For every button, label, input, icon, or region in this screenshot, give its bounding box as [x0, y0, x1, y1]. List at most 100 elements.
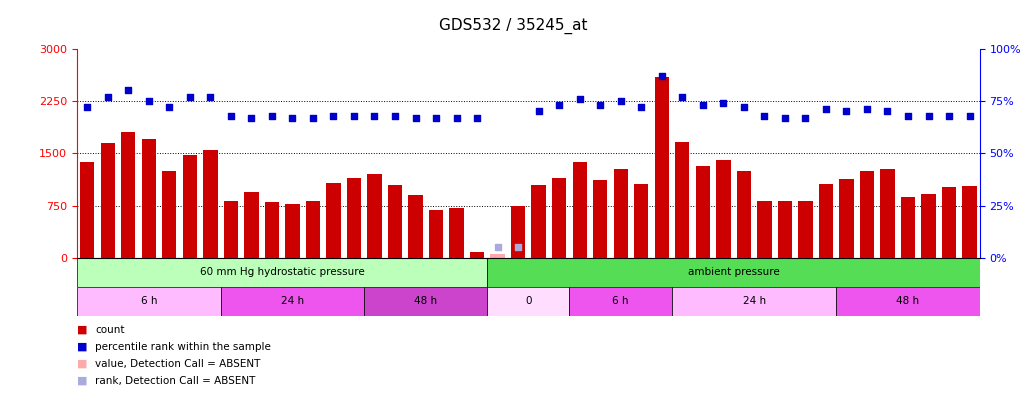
Bar	[162, 171, 176, 258]
Point	[387, 112, 403, 119]
Bar	[285, 203, 300, 258]
Point	[346, 112, 362, 119]
Point	[366, 112, 383, 119]
Bar	[367, 174, 382, 258]
Text: value, Detection Call = ABSENT: value, Detection Call = ABSENT	[95, 359, 261, 369]
Point	[961, 112, 978, 119]
Text: GDS532 / 35245_at: GDS532 / 35245_at	[439, 18, 587, 34]
Point	[777, 115, 793, 121]
Point	[407, 115, 424, 121]
Text: 0: 0	[525, 296, 531, 307]
Bar	[860, 171, 874, 258]
Bar	[675, 142, 689, 258]
Bar	[364, 287, 487, 316]
Bar	[77, 258, 487, 287]
Bar	[696, 166, 710, 258]
Text: 60 mm Hg hydrostatic pressure: 60 mm Hg hydrostatic pressure	[200, 267, 364, 277]
Bar	[921, 194, 936, 258]
Bar	[552, 178, 566, 258]
Point	[551, 102, 567, 109]
Text: ■: ■	[77, 376, 87, 386]
Point	[243, 115, 260, 121]
Bar	[798, 201, 813, 258]
Text: count: count	[95, 325, 125, 335]
Bar	[80, 162, 94, 258]
Bar	[183, 155, 197, 258]
Point	[202, 94, 219, 100]
Point	[736, 104, 752, 111]
Bar	[449, 208, 464, 258]
Bar	[962, 186, 977, 258]
Point	[223, 112, 239, 119]
Bar	[221, 287, 364, 316]
Point	[715, 100, 732, 106]
Point	[182, 94, 198, 100]
Point	[674, 94, 690, 100]
Text: 48 h: 48 h	[415, 296, 437, 307]
Bar	[487, 287, 569, 316]
Text: 48 h: 48 h	[897, 296, 919, 307]
Bar	[142, 139, 156, 258]
Bar	[655, 77, 669, 258]
Bar	[490, 254, 505, 258]
Point	[264, 112, 280, 119]
Point	[325, 112, 342, 119]
Bar	[531, 185, 546, 258]
Point	[613, 98, 629, 104]
Text: 24 h: 24 h	[743, 296, 765, 307]
Bar	[716, 160, 731, 258]
Text: rank, Detection Call = ABSENT: rank, Detection Call = ABSENT	[95, 376, 255, 386]
Bar	[634, 184, 648, 258]
Point	[571, 96, 588, 102]
Text: ■: ■	[77, 342, 87, 352]
Point	[920, 112, 937, 119]
Bar	[244, 192, 259, 258]
Point	[838, 108, 855, 115]
Bar	[77, 287, 221, 316]
Bar	[511, 206, 525, 258]
Bar	[569, 287, 672, 316]
Bar	[388, 185, 402, 258]
Bar	[836, 287, 980, 316]
Point	[79, 104, 95, 111]
Point	[859, 106, 875, 113]
Point	[592, 102, 608, 109]
Point	[469, 115, 485, 121]
Text: ambient pressure: ambient pressure	[687, 267, 780, 277]
Bar	[306, 201, 320, 258]
Point	[695, 102, 711, 109]
Point	[141, 98, 157, 104]
Bar	[265, 202, 279, 258]
Bar	[880, 169, 895, 258]
Bar	[326, 183, 341, 258]
Text: ■: ■	[77, 359, 87, 369]
Bar	[101, 143, 115, 258]
Bar	[121, 132, 135, 258]
Point	[633, 104, 649, 111]
Point	[489, 244, 506, 251]
Point	[900, 112, 916, 119]
Point	[161, 104, 177, 111]
Point	[448, 115, 465, 121]
Point	[100, 94, 116, 100]
Bar	[573, 162, 587, 258]
Bar	[347, 178, 361, 258]
Bar	[614, 168, 628, 258]
Bar	[672, 287, 836, 316]
Bar	[819, 184, 833, 258]
Text: 24 h: 24 h	[281, 296, 304, 307]
Point	[284, 115, 301, 121]
Bar	[757, 201, 772, 258]
Bar	[737, 171, 751, 258]
Point	[797, 115, 814, 121]
Text: 6 h: 6 h	[613, 296, 629, 307]
Text: 6 h: 6 h	[141, 296, 157, 307]
Point	[510, 244, 526, 251]
Bar	[593, 180, 607, 258]
Point	[305, 115, 321, 121]
Point	[756, 112, 773, 119]
Bar	[487, 258, 980, 287]
Bar	[224, 201, 238, 258]
Point	[530, 108, 547, 115]
Point	[941, 112, 957, 119]
